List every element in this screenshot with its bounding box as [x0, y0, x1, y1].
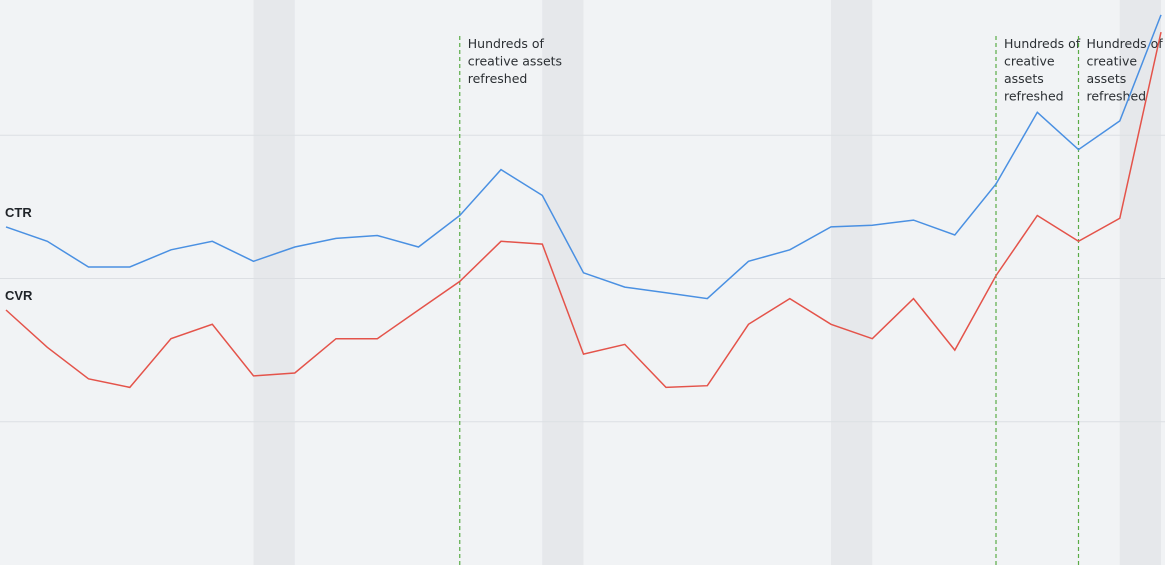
- annotation-line-text: Hundreds of: [1087, 36, 1164, 51]
- annotation-line-text: assets: [1004, 71, 1044, 86]
- shaded-band-3: [831, 0, 873, 565]
- shaded-band-2: [542, 0, 584, 565]
- shaded-band-4: [1119, 0, 1161, 565]
- series-line-cvr: [5, 31, 1162, 389]
- annotation-text-1: Hundreds of creative assets refreshed: [468, 36, 562, 86]
- series-lines: [5, 14, 1162, 389]
- annotation-line-text: Hundreds of: [1004, 36, 1081, 51]
- annotations: Hundreds of creative assets refreshedHundr…: [459, 36, 1164, 565]
- series-label-ctr: CTR: [5, 205, 32, 220]
- annotation-line-text: creative assets: [468, 54, 562, 69]
- series-line-ctr: [5, 14, 1162, 300]
- shaded-band-1: [253, 0, 295, 565]
- annotation-line-text: refreshed: [468, 71, 528, 86]
- annotation-line-text: refreshed: [1087, 89, 1147, 104]
- series-labels: CTR CVR: [5, 205, 33, 303]
- annotation-line-text: assets: [1087, 71, 1127, 86]
- annotation-line-text: refreshed: [1004, 89, 1064, 104]
- series-label-cvr: CVR: [5, 288, 33, 303]
- annotation-line-text: creative: [1087, 54, 1138, 69]
- annotation-line-text: creative: [1004, 54, 1055, 69]
- annotation-text-2: Hundreds of creative assets refreshed: [1004, 36, 1081, 104]
- weekend-bands: [253, 0, 1161, 565]
- annotation-line-text: Hundreds of: [468, 36, 545, 51]
- gridlines: [0, 134, 1165, 423]
